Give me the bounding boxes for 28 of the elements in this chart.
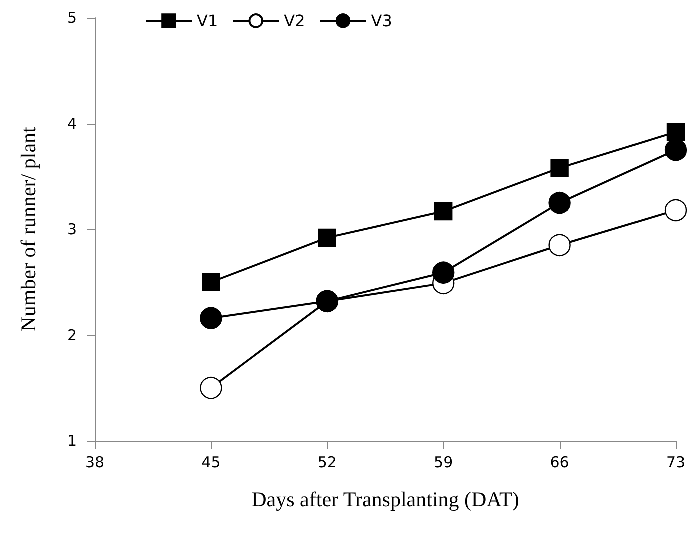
x-tick-label: 59 <box>434 454 454 472</box>
point <box>434 202 453 221</box>
legend-label: V3 <box>371 12 392 30</box>
point <box>202 273 220 292</box>
point <box>432 262 455 284</box>
point <box>664 199 688 222</box>
point <box>666 123 686 142</box>
x-tick-label: 66 <box>550 454 570 472</box>
point <box>200 377 222 400</box>
x-axis-title: Days after Transplanting (DAT) <box>252 488 520 512</box>
y-tick-label: 2 <box>67 326 77 344</box>
point <box>548 234 571 256</box>
x-tick-label: 73 <box>666 454 686 472</box>
y-tick-label: 5 <box>67 9 77 27</box>
point <box>318 228 336 248</box>
point <box>550 159 569 178</box>
y-tick-label: 4 <box>67 114 77 133</box>
x-tick-label: 52 <box>318 454 337 472</box>
point <box>548 192 571 214</box>
y-axis-title: Number of runner/ plant <box>16 127 40 332</box>
x-tick-label: 45 <box>202 454 221 472</box>
legend-label: V1 <box>197 12 218 30</box>
y-tick-label: 1 <box>67 432 77 450</box>
legend-label: V2 <box>284 12 306 30</box>
point <box>664 139 688 162</box>
y-tick-label: 3 <box>67 220 77 238</box>
x-tick-label: 38 <box>85 454 105 472</box>
point <box>200 307 222 330</box>
